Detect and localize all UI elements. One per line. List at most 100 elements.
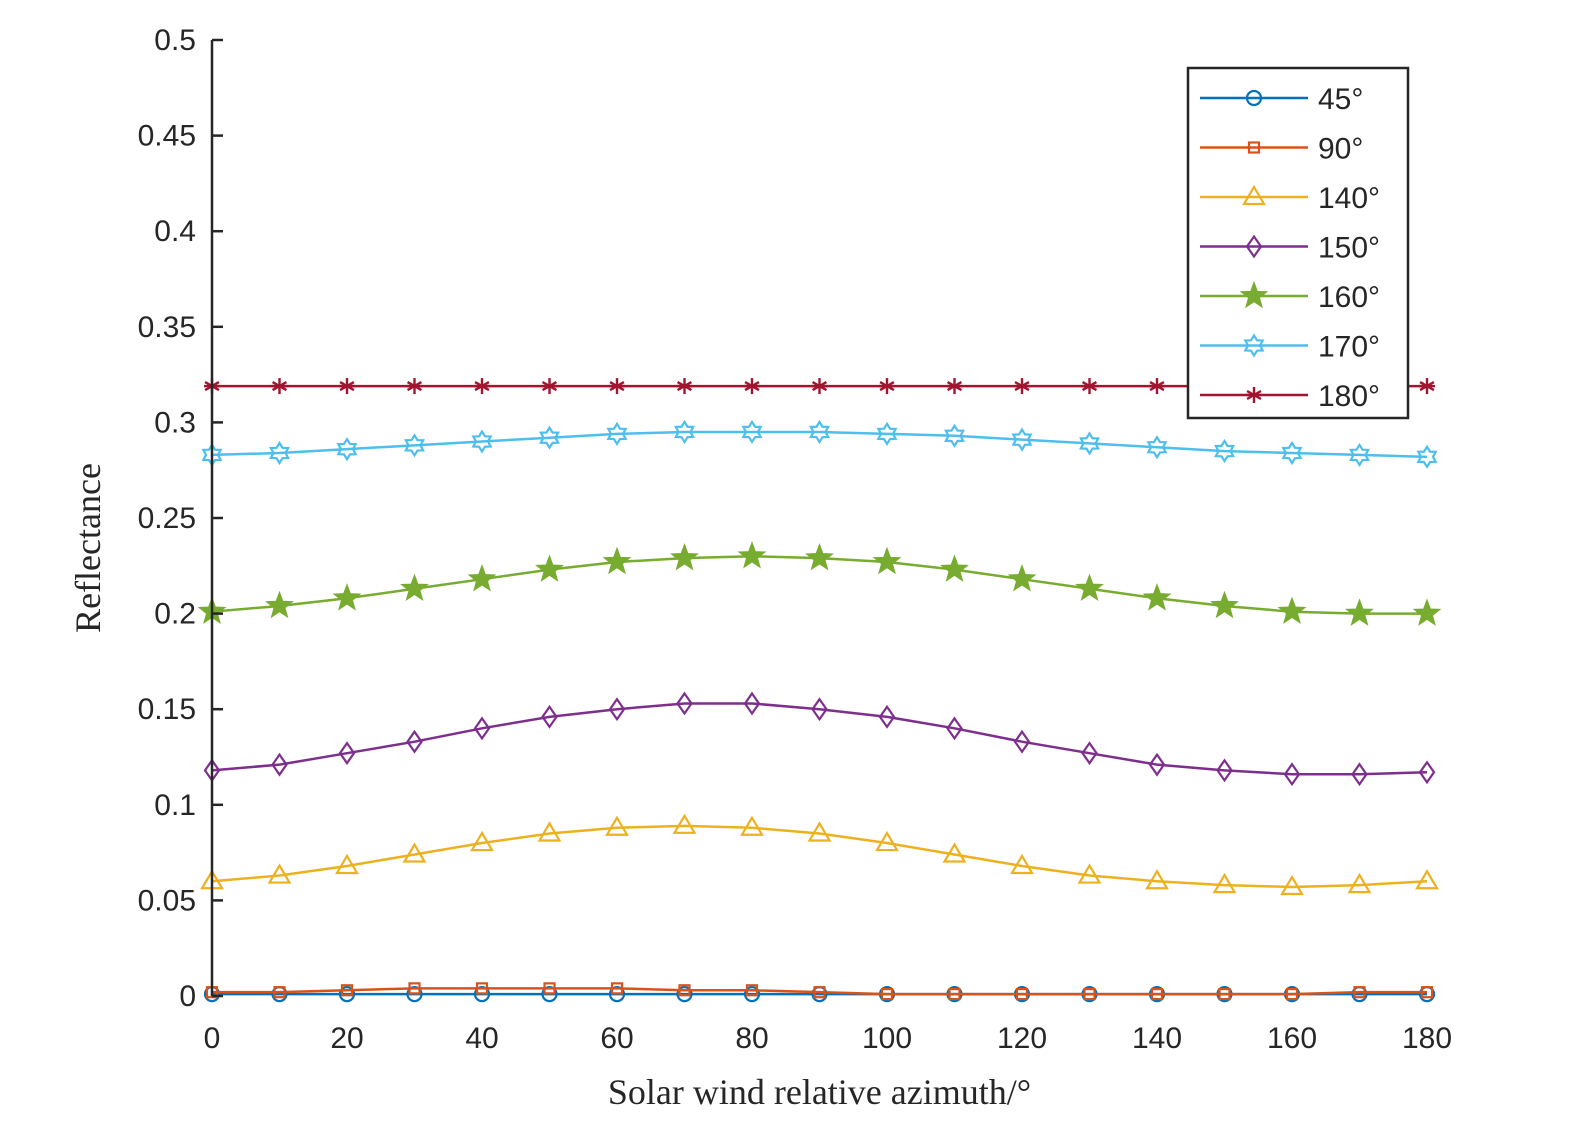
y-tick-label: 0.25 [138, 502, 196, 535]
data-point [340, 984, 354, 997]
data-point [610, 982, 624, 995]
data-point [1281, 440, 1303, 466]
data-point [879, 378, 895, 395]
data-point [537, 821, 562, 842]
x-tick-label: 100 [862, 1022, 912, 1055]
data-point [1142, 583, 1172, 611]
legend-marker [1245, 234, 1263, 259]
data-point [948, 987, 961, 1001]
series-4 [203, 691, 1436, 787]
legend-item: 140° [1200, 182, 1380, 215]
data-point [875, 830, 899, 852]
data-point [1148, 752, 1166, 777]
y-tick-label: 0.1 [154, 789, 196, 822]
data-point [1014, 378, 1030, 395]
series-6 [201, 419, 1438, 469]
data-point [745, 984, 759, 997]
legend-item: 180° [1200, 380, 1380, 413]
data-point [336, 437, 358, 462]
legend-item: 160° [1200, 280, 1380, 314]
data-point [1277, 596, 1307, 624]
legend-label: 180° [1318, 380, 1380, 413]
data-point [1412, 598, 1442, 626]
data-point [737, 541, 767, 569]
data-point [1353, 986, 1366, 999]
legend-marker [1246, 387, 1262, 403]
legend-marker [1243, 333, 1265, 358]
series-line [212, 987, 1427, 996]
legend-label: 150° [1318, 232, 1380, 265]
data-point [946, 716, 963, 741]
data-point [539, 425, 560, 450]
legend-label: 160° [1318, 281, 1380, 314]
data-point [269, 440, 290, 466]
data-point [811, 378, 828, 395]
x-tick-label: 20 [330, 1022, 363, 1055]
data-point [1280, 874, 1304, 896]
legend-box [1186, 66, 1410, 420]
data-point [1081, 378, 1098, 395]
data-point [1083, 987, 1096, 1001]
x-tick-label: 80 [735, 1022, 768, 1055]
data-point [1075, 573, 1104, 602]
x-tick-label: 180 [1402, 1022, 1452, 1055]
data-point [1013, 729, 1031, 754]
legend-label: 90° [1318, 133, 1363, 166]
legend-item: 150° [1200, 232, 1380, 265]
data-point [406, 985, 423, 1003]
data-point [608, 697, 626, 722]
legend: 45° 90° 140° 150° 160° 170° 180° [1186, 66, 1410, 420]
data-point [1415, 869, 1439, 890]
data-point [470, 830, 494, 852]
series-line [211, 824, 1428, 889]
data-point [1216, 758, 1233, 783]
data-point [876, 421, 898, 446]
x-tick-label: 140 [1132, 1022, 1182, 1055]
data-point [878, 704, 896, 729]
data-point [678, 984, 691, 997]
legend-marker [1245, 89, 1263, 107]
data-point [1416, 444, 1438, 469]
data-point [944, 423, 965, 448]
data-point [872, 546, 902, 575]
data-point [676, 985, 693, 1003]
x-axis-title: Solar wind relative azimuth/° [608, 1072, 1031, 1112]
data-point [676, 378, 693, 395]
x-tick-label: 160 [1267, 1022, 1317, 1055]
legend-marker [1242, 184, 1266, 206]
y-tick-label: 0 [179, 980, 196, 1013]
data-point [473, 716, 491, 741]
data-point [1007, 564, 1037, 592]
x-tick-label: 40 [465, 1022, 498, 1055]
data-point [332, 583, 362, 611]
series-5 [197, 541, 1442, 626]
data-point [1345, 598, 1374, 626]
data-point [1419, 378, 1435, 395]
legend-marker [1239, 280, 1269, 309]
data-point [339, 378, 355, 395]
x-tick-label: 60 [600, 1022, 633, 1055]
data-point [608, 985, 626, 1003]
legend-item: 45° [1200, 83, 1363, 116]
data-point [541, 704, 558, 729]
data-point [813, 986, 826, 999]
data-point [1214, 439, 1235, 464]
series-3 [200, 813, 1439, 896]
data-point [1347, 872, 1372, 894]
data-point [473, 985, 491, 1003]
series-line [211, 554, 1427, 615]
data-point [1011, 427, 1033, 452]
data-point [1210, 590, 1239, 619]
y-tick-label: 0.05 [138, 884, 196, 917]
data-point [271, 378, 288, 395]
data-point [541, 985, 558, 1003]
data-point [1146, 435, 1168, 460]
data-point [267, 863, 292, 884]
legend-label: 140° [1318, 182, 1380, 215]
data-point [1010, 853, 1034, 875]
x-tick-label: 120 [997, 1022, 1047, 1055]
data-point [602, 546, 632, 575]
legend-marker [1247, 141, 1261, 154]
data-point [467, 564, 497, 592]
